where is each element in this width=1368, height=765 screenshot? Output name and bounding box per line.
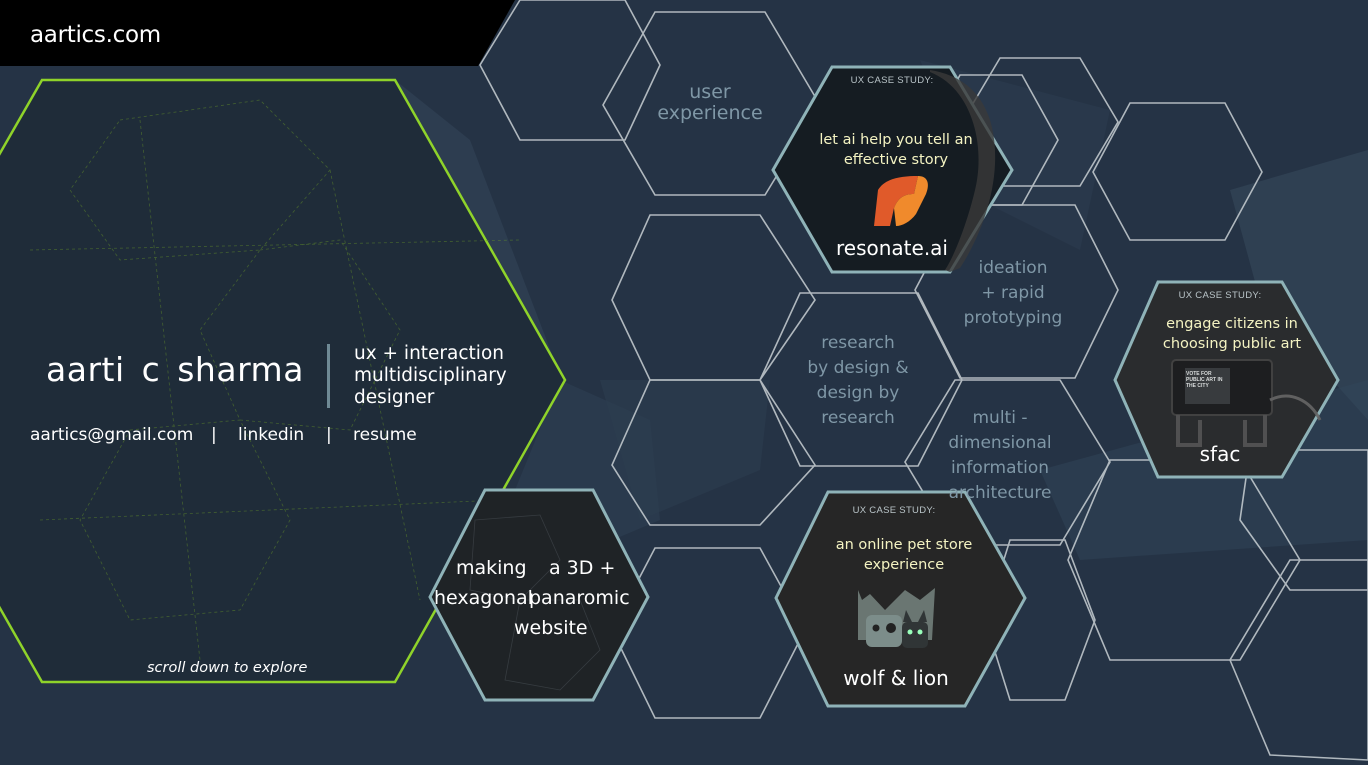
skill-info-line: dimensional [948,433,1052,453]
linkedin-link[interactable]: linkedin [238,425,305,445]
sfac-kiosk-image [1171,359,1322,447]
email-link[interactable]: aartics@gmail.com [30,425,194,445]
case-study-tagline: an online pet store experience [835,537,973,573]
skill-research[interactable]: research by design & design by research [790,331,926,431]
case-study-title: sfac [1199,442,1241,466]
case-study-label: UX CASE STUDY: [1178,290,1262,301]
project-text-line: panaromic [529,587,630,609]
skill-ideation[interactable]: ideation + rapid prototyping [945,256,1081,331]
skill-info-line: multi - [972,408,1028,428]
resume-link[interactable]: resume [353,425,417,445]
case-study-title: resonate.ai [836,236,948,260]
skill-research-line: research [821,408,895,428]
skill-user-experience[interactable]: user experience [657,81,763,124]
header: aartics.com [0,0,540,66]
case-study-title: wolf & lion [843,666,949,690]
case-study-label: UX CASE STUDY: [850,75,934,86]
skill-info-line: architecture [948,483,1052,503]
sfac-kiosk-text: VOTE FOR PUBLIC ART IN THE CITY [1186,371,1223,389]
designer-role: ux + interaction multidisciplinary desig… [354,343,507,408]
skill-ideation-line: prototyping [963,308,1063,328]
skill-research-line: design by [816,383,900,403]
contact-separator: | [326,425,332,445]
skill-information-architecture[interactable]: multi - dimensional information architec… [932,406,1068,506]
project-text-line: a 3D + [549,557,616,579]
site-logo-text[interactable]: aartics.com [30,22,161,48]
skill-ideation-line: + rapid [981,283,1045,303]
project-text-line: hexagonal [434,587,533,609]
contact-separator: | [211,425,217,445]
case-study-label: UX CASE STUDY: [852,505,936,516]
wolf-lion-illustration [858,588,935,648]
project-card-bg [428,488,650,702]
skill-research-line: research [821,333,895,353]
header-bar [0,0,515,66]
skill-info-line: information [950,458,1050,478]
resonate-logo [874,176,928,226]
scroll-hint: scroll down to explore [147,660,308,676]
designer-name: aarti c sharma [46,350,304,389]
skill-research-line: by design & [807,358,909,378]
name-divider [327,344,330,408]
project-text-line: making [456,557,527,579]
skill-ideation-line: ideation [978,258,1048,278]
case-study-tagline: engage citizens in choosing public art [1162,316,1302,352]
project-text-line: website [514,617,588,639]
intro-hexagon [0,78,567,684]
case-study-tagline: let ai help you tell an effective story [819,132,973,168]
